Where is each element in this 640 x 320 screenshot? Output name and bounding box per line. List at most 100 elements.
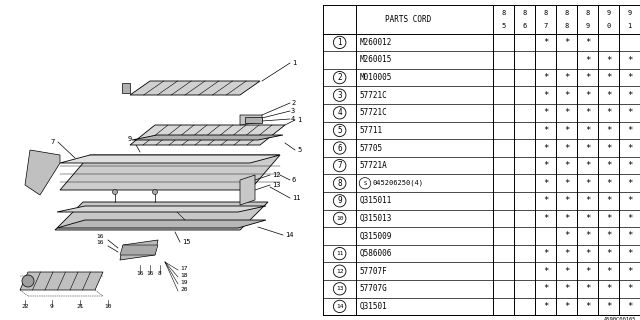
Circle shape	[113, 189, 118, 195]
Text: *: *	[564, 231, 569, 241]
Text: *: *	[627, 196, 632, 205]
Text: *: *	[543, 108, 548, 117]
Text: *: *	[627, 249, 632, 258]
Text: 4: 4	[337, 108, 342, 117]
Text: 57721C: 57721C	[359, 108, 387, 117]
Text: *: *	[564, 73, 569, 82]
Text: 2: 2	[291, 100, 295, 106]
Text: 5: 5	[337, 126, 342, 135]
Text: M260015: M260015	[359, 55, 392, 65]
Text: Q586006: Q586006	[359, 249, 392, 258]
Text: *: *	[606, 108, 611, 117]
Text: 5: 5	[501, 23, 506, 28]
Text: 6: 6	[337, 143, 342, 153]
Text: *: *	[585, 284, 590, 293]
Text: *: *	[585, 38, 590, 47]
Text: 3: 3	[291, 108, 295, 114]
Polygon shape	[122, 83, 130, 93]
Text: S: S	[364, 181, 367, 186]
Text: 11: 11	[336, 251, 344, 256]
Text: *: *	[627, 73, 632, 82]
Text: 15: 15	[182, 239, 191, 245]
Text: *: *	[543, 284, 548, 293]
Text: 22: 22	[21, 304, 29, 309]
Text: 4: 4	[291, 116, 295, 122]
Text: 16: 16	[96, 234, 104, 239]
Text: *: *	[543, 267, 548, 276]
Text: 17: 17	[180, 266, 188, 271]
Text: PARTS CORD: PARTS CORD	[385, 15, 431, 24]
Text: 0: 0	[606, 23, 611, 28]
Text: *: *	[606, 249, 611, 258]
Text: 3: 3	[337, 91, 342, 100]
Text: *: *	[627, 143, 632, 153]
Text: *: *	[606, 55, 611, 65]
Text: *: *	[585, 179, 590, 188]
Text: *: *	[627, 161, 632, 170]
Text: *: *	[543, 214, 548, 223]
Circle shape	[152, 189, 157, 195]
Text: 12: 12	[336, 269, 344, 274]
Text: *: *	[606, 267, 611, 276]
Polygon shape	[132, 135, 283, 140]
Polygon shape	[130, 125, 285, 145]
Text: *: *	[627, 267, 632, 276]
Text: *: *	[564, 214, 569, 223]
Text: *: *	[585, 231, 590, 241]
Text: *: *	[627, 91, 632, 100]
Text: 7: 7	[543, 23, 548, 28]
Text: 19: 19	[180, 280, 188, 285]
Text: *: *	[585, 196, 590, 205]
Text: 57721C: 57721C	[359, 91, 387, 100]
Text: 8: 8	[564, 23, 568, 28]
Text: 8: 8	[337, 179, 342, 188]
Polygon shape	[25, 150, 60, 195]
Polygon shape	[120, 240, 158, 260]
Text: *: *	[627, 55, 632, 65]
Text: *: *	[564, 108, 569, 117]
Text: *: *	[627, 126, 632, 135]
Text: 12: 12	[272, 172, 280, 178]
Text: *: *	[564, 126, 569, 135]
Text: *: *	[564, 249, 569, 258]
Text: 9: 9	[337, 196, 342, 205]
Text: 14: 14	[336, 304, 344, 309]
Text: 1: 1	[292, 60, 296, 66]
Text: 8: 8	[522, 11, 527, 16]
Polygon shape	[57, 220, 266, 228]
Text: *: *	[606, 126, 611, 135]
Text: *: *	[585, 108, 590, 117]
Text: *: *	[543, 38, 548, 47]
Text: *: *	[627, 214, 632, 223]
Text: *: *	[564, 91, 569, 100]
Polygon shape	[245, 117, 262, 123]
Text: 1: 1	[627, 23, 632, 28]
Text: 57707F: 57707F	[359, 267, 387, 276]
Text: Q315009: Q315009	[359, 231, 392, 241]
Text: *: *	[606, 143, 611, 153]
Text: 8: 8	[564, 11, 568, 16]
Text: *: *	[564, 179, 569, 188]
Text: 14: 14	[285, 232, 294, 238]
Text: 57707G: 57707G	[359, 284, 387, 293]
Text: 21: 21	[76, 304, 84, 309]
Text: *: *	[606, 161, 611, 170]
Text: *: *	[564, 143, 569, 153]
Text: *: *	[564, 196, 569, 205]
Text: 13: 13	[336, 286, 344, 291]
Text: *: *	[543, 91, 548, 100]
Text: *: *	[627, 284, 632, 293]
Text: 1: 1	[337, 38, 342, 47]
Text: 18: 18	[180, 273, 188, 278]
Circle shape	[22, 275, 34, 287]
Text: 8: 8	[501, 11, 506, 16]
Polygon shape	[60, 155, 280, 163]
Text: *: *	[543, 73, 548, 82]
Text: *: *	[606, 214, 611, 223]
Polygon shape	[130, 81, 260, 95]
Text: *: *	[585, 55, 590, 65]
Text: *: *	[543, 161, 548, 170]
Text: *: *	[564, 161, 569, 170]
Text: 5: 5	[297, 147, 301, 153]
Text: 10: 10	[336, 216, 344, 221]
